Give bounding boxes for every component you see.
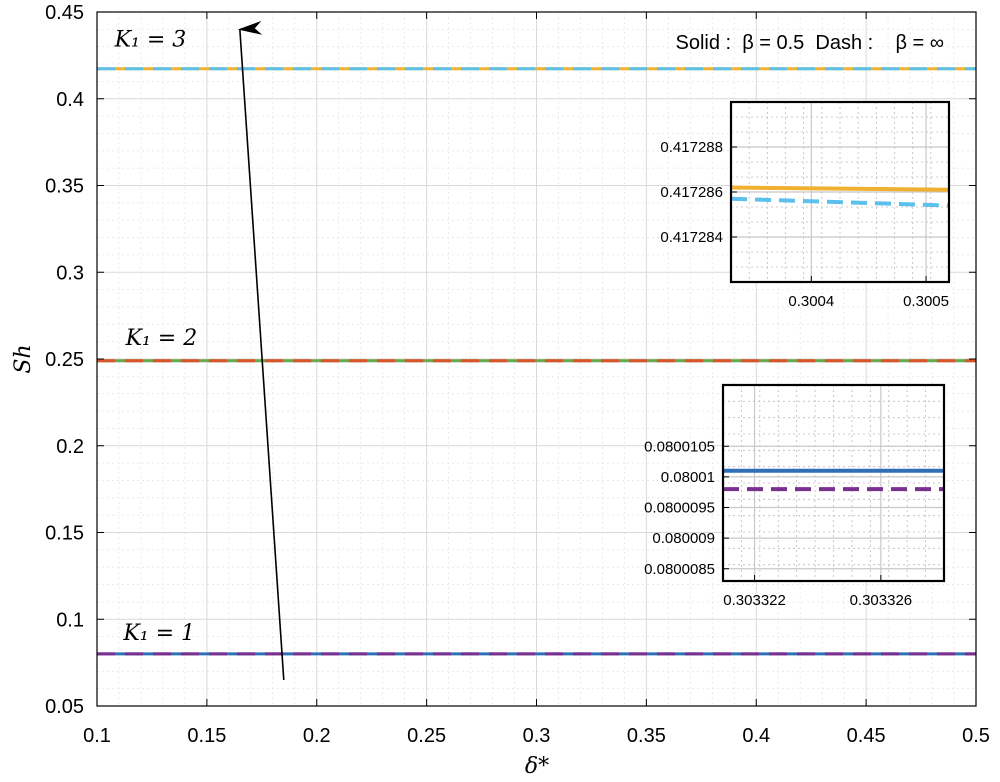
x-tick-label: 0.25: [407, 725, 446, 747]
y-tick-label: 0.2: [56, 436, 84, 458]
inset-y-tick-label: 0.080009: [652, 530, 715, 547]
series-layer: [97, 67, 976, 656]
x-tick-label: 0.15: [187, 725, 226, 747]
inset-x-tick-label: 0.3005: [903, 293, 949, 310]
x-tick-label: 0.2: [303, 725, 331, 747]
inset-y-tick-label: 0.0800085: [644, 561, 715, 578]
k1-annotation: K₁ = 3: [114, 28, 187, 53]
y-axis-label: Sh: [11, 344, 36, 373]
x-tick-label: 0.45: [847, 725, 886, 747]
y-tick-label: 0.1: [56, 609, 84, 631]
x-tick-label: 0.5: [962, 725, 990, 747]
inset-series-line: [730, 185, 950, 192]
x-tick-label: 0.1: [83, 725, 111, 747]
y-tick-label: 0.25: [45, 349, 84, 371]
inset-y-tick-label: 0.0800095: [644, 500, 715, 517]
x-axis-ticks: 0.1 0.15 0.2 0.25 0.3 0.35 0.4 0.45 0.5: [83, 12, 990, 747]
inset-top: 0.3004 0.3005 0.417288 0.417286 0.417284: [660, 100, 951, 310]
inset-x-tick-label: 0.3004: [788, 293, 834, 310]
x-tick-label: 0.35: [627, 725, 666, 747]
y-tick-label: 0.05: [45, 696, 84, 718]
inset-frame: [729, 100, 951, 284]
x-tick-label: 0.4: [742, 725, 770, 747]
x-tick-label: 0.3: [523, 725, 551, 747]
inset-y-tick-label: 0.0800105: [644, 438, 715, 455]
inset-series-line: [730, 196, 950, 208]
inset-y-tick-label: 0.417284: [660, 229, 723, 246]
y-tick-label: 0.35: [45, 176, 84, 198]
y-tick-label: 0.3: [56, 262, 84, 284]
inset-x-tick-label: 0.303326: [850, 592, 913, 609]
legend-text: Solid : β = 0.5 Dash : β = ∞: [676, 32, 945, 54]
inset-bottom: 0.303322 0.303326 0.0800105 0.08001 0.080009…: [644, 383, 946, 609]
annotations: K₁ = 1 K₁ = 2 K₁ = 3: [114, 28, 198, 646]
x-axis-label: δ*: [525, 754, 549, 779]
increasing-k1-arrow: [237, 20, 285, 681]
inset-y-tick-label: 0.417286: [660, 184, 723, 201]
y-tick-label: 0.45: [45, 2, 84, 24]
inset-y-tick-label: 0.08001: [661, 469, 715, 486]
k1-annotation: K₁ = 2: [125, 326, 198, 351]
y-tick-label: 0.15: [45, 523, 84, 545]
inset-x-tick-label: 0.303322: [723, 592, 786, 609]
inset-y-tick-label: 0.417288: [660, 139, 723, 156]
k1-annotation: K₁ = 1: [122, 621, 195, 646]
inset-frame: [721, 383, 946, 583]
y-axis-ticks: 0.05 0.1 0.15 0.2 0.25 0.3 0.35 0.4 0.45: [45, 2, 976, 718]
y-tick-label: 0.4: [56, 89, 84, 111]
